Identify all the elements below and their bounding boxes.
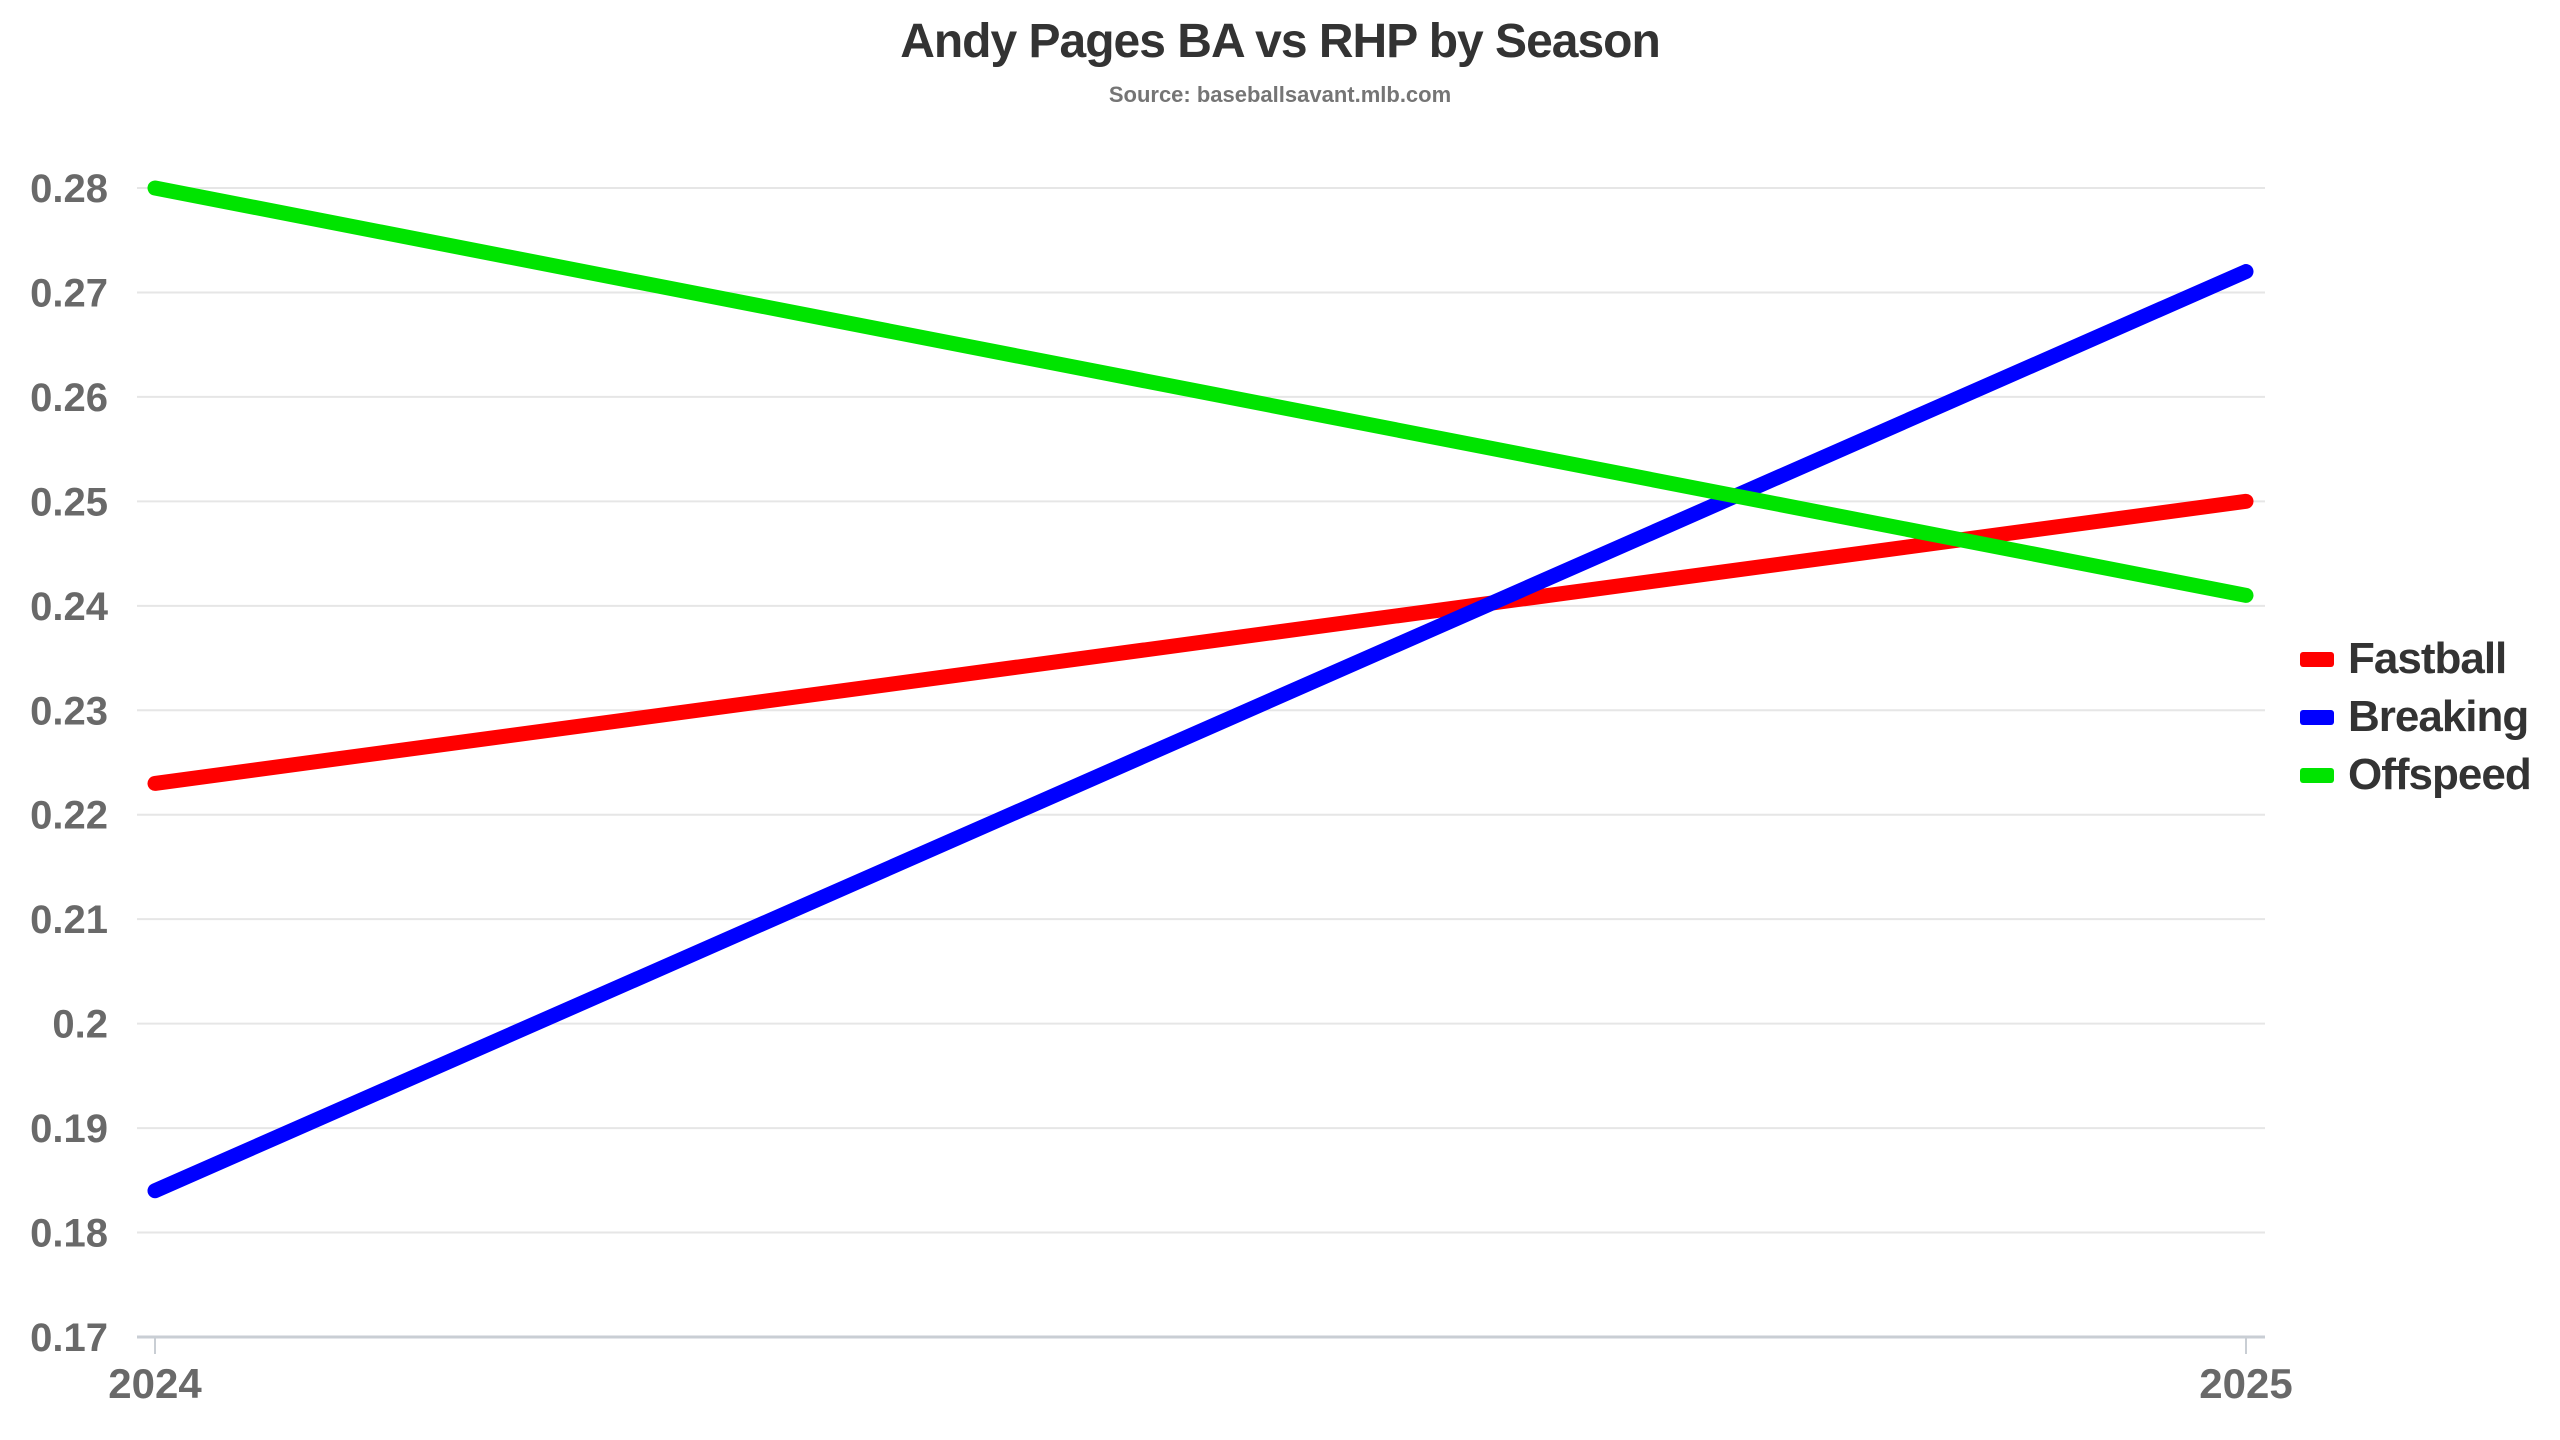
y-tick-label: 0.18 (30, 1212, 108, 1256)
series-line-fastball (147, 493, 2254, 791)
legend-item-offspeed: Offspeed (2300, 746, 2532, 804)
legend-item-fastball: Fastball (2300, 630, 2531, 688)
legend-swatch-offspeed (2300, 767, 2334, 783)
series-line-breaking (147, 264, 2254, 1199)
y-tick-label: 0.27 (30, 271, 108, 315)
y-tick-label: 0.17 (30, 1316, 108, 1360)
legend-label: Fastball (2348, 634, 2507, 683)
y-tick-label: 0.28 (30, 167, 108, 211)
y-tick-label: 0.24 (30, 585, 109, 629)
legend-item-breaking: Breaking (2300, 688, 2531, 746)
y-tick-label: 0.22 (30, 794, 108, 838)
legend: Fastball Breaking Offspeed (2300, 630, 2532, 804)
chart-title: Andy Pages BA vs RHP by Season (900, 15, 1661, 68)
y-tick-label: 0.21 (30, 898, 108, 942)
legend-label: Breaking (2348, 692, 2529, 741)
legend-swatch-breaking (2300, 709, 2334, 725)
y-tick-label: 0.2 (52, 1003, 108, 1047)
series-line-offspeed (147, 180, 2254, 603)
y-tick-label: 0.23 (30, 689, 108, 733)
legend-label: Offspeed (2348, 750, 2532, 799)
x-tick-label: 2025 (2199, 1360, 2292, 1407)
y-tick-label: 0.25 (30, 480, 108, 524)
chart-subtitle: Source: baseballsavant.mlb.com (1108, 82, 1452, 107)
x-tick-label: 2024 (108, 1360, 202, 1407)
y-tick-label: 0.26 (30, 376, 108, 420)
y-tick-label: 0.19 (30, 1107, 108, 1151)
legend-swatch-fastball (2300, 651, 2334, 667)
